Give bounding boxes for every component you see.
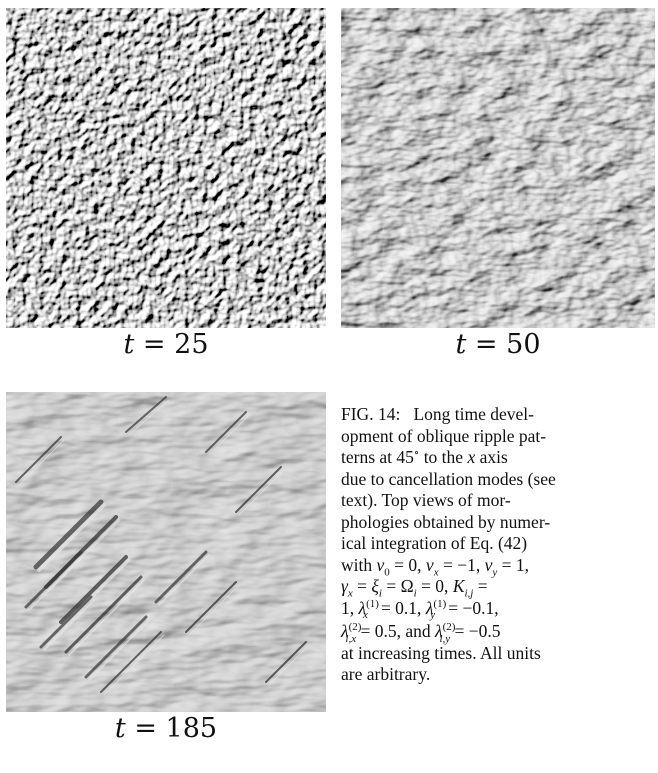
panel-t-value: 50: [506, 329, 541, 360]
caption-line: terns at 45∘ to the x axis: [341, 447, 508, 467]
ripple-streak-highlight: [18, 439, 65, 486]
ripple-streak-highlight: [43, 599, 95, 651]
ripple-streak: [185, 581, 237, 633]
caption-line: 1, λ(1)x = 0.1, λ(1)y = −0.1,: [341, 597, 499, 621]
ripple-streak: [39, 595, 93, 649]
caption-line: due to cancellation modes (see: [341, 468, 556, 489]
ripple-streak: [84, 615, 148, 679]
ripple-streak-highlight: [158, 554, 210, 606]
ripple-streak-highlight: [88, 619, 150, 681]
caption-line: opment of oblique ripple pat-: [341, 425, 547, 446]
ripple-streak: [64, 575, 143, 654]
ripple-streak-highlight: [128, 399, 170, 436]
panel-t-value: 25: [174, 329, 209, 360]
figure-number: FIG. 14:: [341, 404, 401, 424]
panel-label-t50: t = 50: [455, 329, 541, 360]
ripple-streak-highlight: [238, 469, 285, 516]
ripple-streak-highlight: [68, 579, 145, 656]
caption-line: ical integration of Eq. (42): [341, 533, 528, 553]
figure-caption: FIG. 14: Long time devel- opment of obli…: [341, 404, 651, 686]
caption-line: phologies obtained by numer-: [341, 511, 551, 532]
panel-label-t185: t = 185: [114, 713, 218, 744]
ripple-streak: [154, 550, 208, 604]
ripple-streak: [205, 411, 247, 453]
caption-line: Long time devel-: [413, 404, 534, 424]
caption-line: at increasing times. All units: [341, 642, 541, 663]
caption-line: with v0 = 0, νx = −1, νy = 1,: [341, 554, 529, 578]
ripple-streak: [100, 631, 162, 693]
ripple-streak-highlight: [28, 554, 85, 611]
ripple-pattern-chevron: [341, 8, 655, 328]
ripple-streak: [265, 641, 307, 683]
ripple-pattern-fine: [6, 8, 326, 328]
morphology-panel-t185: [6, 392, 326, 712]
panel-t-value: 185: [165, 713, 218, 744]
ripple-streak: [33, 499, 104, 570]
ripple-streak-highlight: [268, 644, 310, 686]
ripple-streak-highlight: [103, 634, 165, 696]
morphology-panel-t25: [6, 8, 326, 328]
caption-line: are arbitrary.: [341, 664, 431, 684]
ripple-streak: [235, 466, 282, 513]
ripple-streak-highlight: [37, 503, 106, 572]
ripple-streak: [24, 550, 83, 609]
ripple-pattern-oblique: [6, 392, 326, 712]
ripple-streak-highlight: [208, 414, 250, 456]
ripple-streak: [15, 436, 62, 483]
ripple-streak-highlight: [188, 584, 240, 636]
morphology-panel-t50: [341, 8, 655, 328]
caption-line: text). Top views of mor-: [341, 490, 511, 510]
caption-line: γx = ξi = Ωi = 0, Ki,j =: [341, 576, 488, 600]
panel-label-t25: t = 25: [123, 329, 209, 360]
oblique-ripple-streaks: [15, 396, 310, 696]
ripple-streak: [59, 555, 128, 624]
caption-line: λ(2)i,x = 0.5, and λ(2)i,y = −0.5: [341, 621, 501, 645]
ripple-streak: [125, 396, 167, 433]
